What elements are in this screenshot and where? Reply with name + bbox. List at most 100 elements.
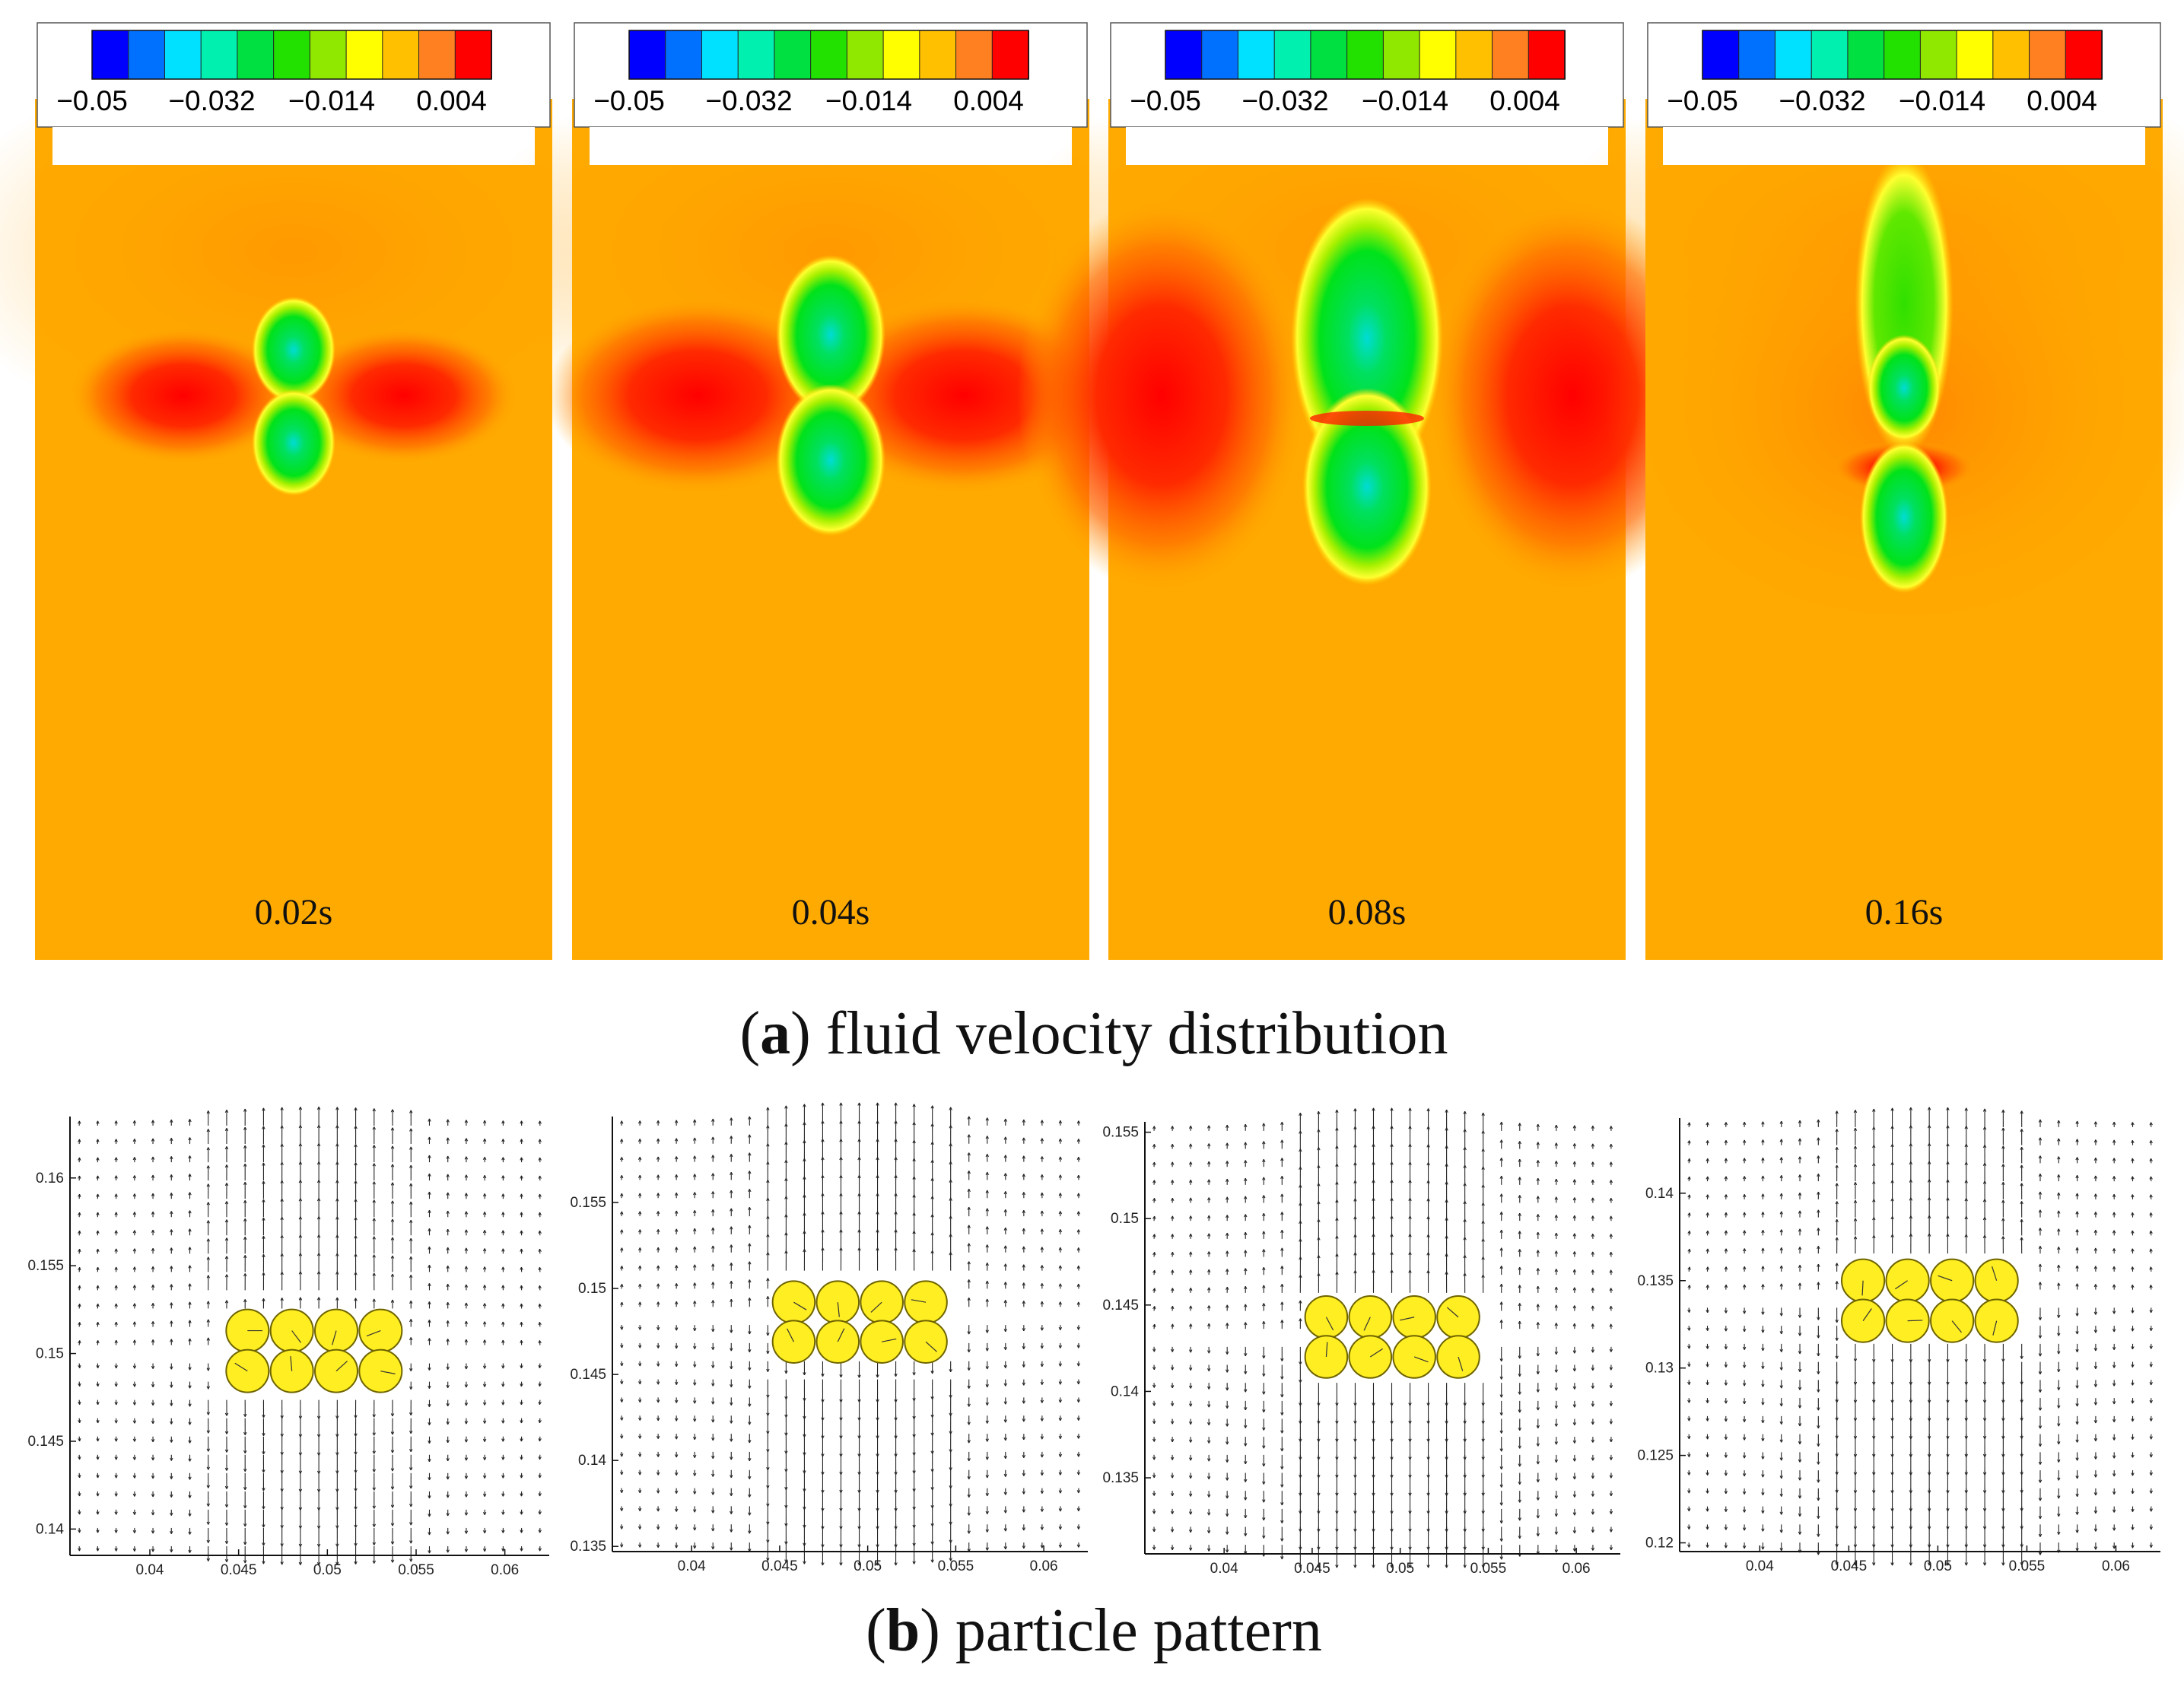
vector-arrowhead [335, 1452, 339, 1456]
vector-arrowhead [949, 1107, 952, 1110]
vector-arrowhead [1170, 1439, 1175, 1443]
vector-arrowhead [335, 1253, 339, 1256]
vector-arrowhead [1518, 1212, 1521, 1216]
vector-arrowhead [930, 1414, 934, 1418]
vector-arrowhead [1481, 1166, 1485, 1170]
vector-arrowhead [1687, 1418, 1691, 1422]
vector-arrowhead [1724, 1508, 1728, 1512]
vector-arrowhead [620, 1417, 624, 1421]
vector-arrowhead [188, 1192, 192, 1196]
vector-arrowhead [967, 1440, 971, 1444]
vector-arrowhead [1003, 1191, 1007, 1195]
vector-arrowhead [1152, 1349, 1156, 1352]
vector-arrowhead [985, 1154, 989, 1158]
vector-arrowhead [1076, 1120, 1081, 1124]
vector-arrowhead [1003, 1245, 1007, 1249]
vector-arrowhead [620, 1157, 624, 1161]
vector-arrowhead [446, 1137, 450, 1141]
vector-arrowhead [114, 1266, 118, 1270]
vector-arrowhead [1040, 1472, 1044, 1476]
low-velocity-lobe [1302, 388, 1432, 586]
vector-arrowhead [96, 1530, 100, 1533]
colorbar-tick-label: −0.014 [1362, 85, 1448, 116]
vector-arrowhead [1372, 1565, 1375, 1568]
vector-arrowhead [1280, 1193, 1284, 1197]
vector-arrowhead [1280, 1212, 1284, 1215]
vector-arrowhead [1188, 1475, 1193, 1479]
y-tick-label: 0.13 [1645, 1361, 1674, 1377]
x-tick-label: 0.04 [136, 1562, 164, 1578]
vector-arrowhead [1206, 1422, 1211, 1426]
vector-arrowhead [151, 1285, 155, 1288]
vector-arrowhead [354, 1451, 358, 1455]
vector-arrowhead [619, 1526, 624, 1530]
vector-arrowhead [151, 1321, 155, 1325]
vector-arrowhead [1058, 1508, 1063, 1512]
vector-arrowhead [446, 1210, 450, 1214]
vector-arrowhead [894, 1507, 898, 1511]
vector-arrowhead [1499, 1466, 1503, 1470]
vector-arrowhead [1280, 1121, 1284, 1125]
vector-arrowhead [1226, 1124, 1229, 1128]
vector-arrowhead [96, 1401, 100, 1406]
vector-arrowhead [280, 1161, 284, 1165]
vector-arrowhead [538, 1285, 542, 1289]
vector-arrowhead [1152, 1215, 1156, 1219]
vector-arrowhead [1408, 1565, 1412, 1568]
vector-arrowhead [1226, 1495, 1229, 1499]
vector-arrowhead [1742, 1310, 1747, 1314]
vector-arrowhead [170, 1476, 173, 1479]
vector-arrowhead [1003, 1209, 1007, 1213]
vector-arrowhead [538, 1304, 542, 1307]
vector-arrowhead [656, 1345, 660, 1349]
vector-arrowhead [520, 1230, 523, 1234]
vector-arrowhead [1188, 1180, 1193, 1183]
vector-arrowhead [132, 1120, 137, 1124]
vector-arrowhead [243, 1487, 247, 1491]
vector-arrowhead [1003, 1282, 1007, 1285]
vector-arrowhead [132, 1321, 137, 1325]
vector-arrowhead [1390, 1438, 1394, 1442]
vector-arrowhead [1207, 1323, 1211, 1326]
vector-arrowhead [1076, 1435, 1081, 1439]
y-tick-label: 0.14 [1645, 1186, 1674, 1202]
vector-arrowhead [132, 1438, 137, 1442]
vector-arrowhead [428, 1118, 431, 1122]
vector-arrowhead [766, 1296, 770, 1300]
vector-arrowhead [409, 1110, 413, 1113]
vector-arrowhead [482, 1530, 487, 1534]
vector-arrowhead [224, 1300, 229, 1304]
vector-arrowhead [482, 1365, 487, 1369]
vector-arrowhead [1280, 1301, 1284, 1305]
vector-arrowhead [151, 1476, 155, 1479]
vector-arrowhead [1262, 1427, 1266, 1431]
vector-arrowhead [1591, 1125, 1595, 1129]
vector-arrowhead [730, 1263, 733, 1266]
colorbar-tick-label: −0.014 [1899, 85, 1985, 116]
vector-arrowhead [372, 1469, 376, 1472]
vector-arrowhead [390, 1182, 395, 1186]
vector-arrowhead [1706, 1194, 1709, 1198]
vector-arrowhead [1335, 1511, 1339, 1514]
vector-arrowhead [538, 1457, 542, 1460]
vector-arrowhead [693, 1545, 697, 1549]
vector-arrowhead [501, 1266, 505, 1270]
vector-arrowhead [1206, 1440, 1211, 1444]
vector-arrowhead [446, 1513, 450, 1517]
vector-arrowhead [151, 1174, 155, 1178]
vector-arrowhead [1687, 1285, 1691, 1288]
vector-arrowhead [1481, 1475, 1485, 1479]
vector-arrowhead [243, 1431, 247, 1435]
vector-arrowhead [1724, 1545, 1728, 1549]
vector-arrowhead [1353, 1457, 1357, 1460]
particle [815, 1280, 860, 1324]
vector-arrowhead [1481, 1457, 1485, 1460]
vector-arrowhead [766, 1394, 770, 1398]
vector-arrowhead [967, 1331, 971, 1335]
vector-arrowhead [766, 1161, 770, 1165]
vector-arrowhead [1554, 1549, 1559, 1553]
vector-arrowhead [298, 1143, 303, 1147]
vector-arrowhead [538, 1230, 542, 1234]
vector-arrowhead [1317, 1565, 1321, 1568]
time-label: 0.08s [1328, 892, 1407, 932]
